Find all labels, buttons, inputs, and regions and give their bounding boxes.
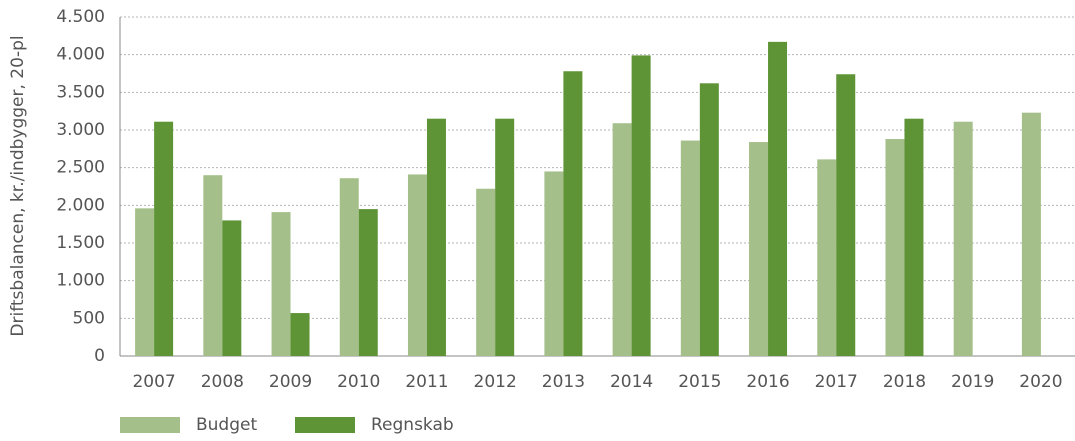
bar	[836, 74, 856, 357]
y-tick-label: 2.500	[56, 158, 105, 178]
x-tick-label: 2012	[474, 372, 517, 392]
bar	[358, 209, 378, 356]
y-tick-label: 4.000	[56, 45, 105, 65]
bar	[563, 71, 583, 357]
bar	[135, 208, 155, 356]
bar	[290, 313, 310, 356]
y-tick-label: 3.500	[56, 82, 105, 102]
y-tick-label: 1.500	[56, 233, 105, 253]
y-tick-label: 1.000	[56, 271, 105, 291]
bar	[953, 121, 973, 356]
bar	[154, 121, 174, 356]
bar	[680, 140, 700, 356]
x-tick-label: 2016	[746, 372, 789, 392]
legend-swatch	[295, 417, 355, 433]
bar	[1021, 112, 1041, 356]
y-tick-label: 4.500	[56, 7, 105, 27]
bar	[476, 188, 496, 356]
x-tick-label: 2020	[1019, 372, 1062, 392]
bar	[203, 175, 223, 356]
y-axis-title: Driftsbalancen, kr./indbygger, 20-pl	[8, 35, 28, 336]
bar	[495, 118, 515, 356]
x-tick-label: 2008	[201, 372, 244, 392]
bar	[885, 139, 905, 356]
bar	[749, 142, 769, 356]
bar	[904, 118, 924, 356]
x-tick-label: 2017	[815, 372, 858, 392]
y-tick-label: 2.000	[56, 195, 105, 215]
x-tick-label: 2014	[610, 372, 653, 392]
bar	[768, 41, 788, 357]
bar	[271, 212, 291, 356]
x-tick-label: 2018	[883, 372, 926, 392]
legend-swatch	[120, 417, 180, 433]
bar	[222, 220, 242, 356]
x-tick-label: 2010	[337, 372, 380, 392]
x-tick-label: 2019	[951, 372, 994, 392]
bar	[339, 178, 359, 356]
x-tick-label: 2009	[269, 372, 312, 392]
x-tick-label: 2013	[542, 372, 585, 392]
x-tick-label: 2015	[678, 372, 721, 392]
y-tick-label: 0	[94, 346, 105, 366]
bar	[407, 174, 427, 356]
y-tick-label: 500	[73, 308, 105, 328]
bar	[544, 171, 564, 356]
legend-label: Budget	[196, 415, 257, 435]
bar	[426, 118, 446, 356]
x-tick-label: 2007	[132, 372, 175, 392]
y-tick-label: 3.000	[56, 120, 105, 140]
bar	[817, 159, 837, 356]
legend-label: Regnskab	[371, 415, 454, 435]
bar	[699, 83, 719, 356]
bar	[612, 123, 632, 356]
x-tick-label: 2011	[405, 372, 448, 392]
bar	[631, 55, 651, 357]
